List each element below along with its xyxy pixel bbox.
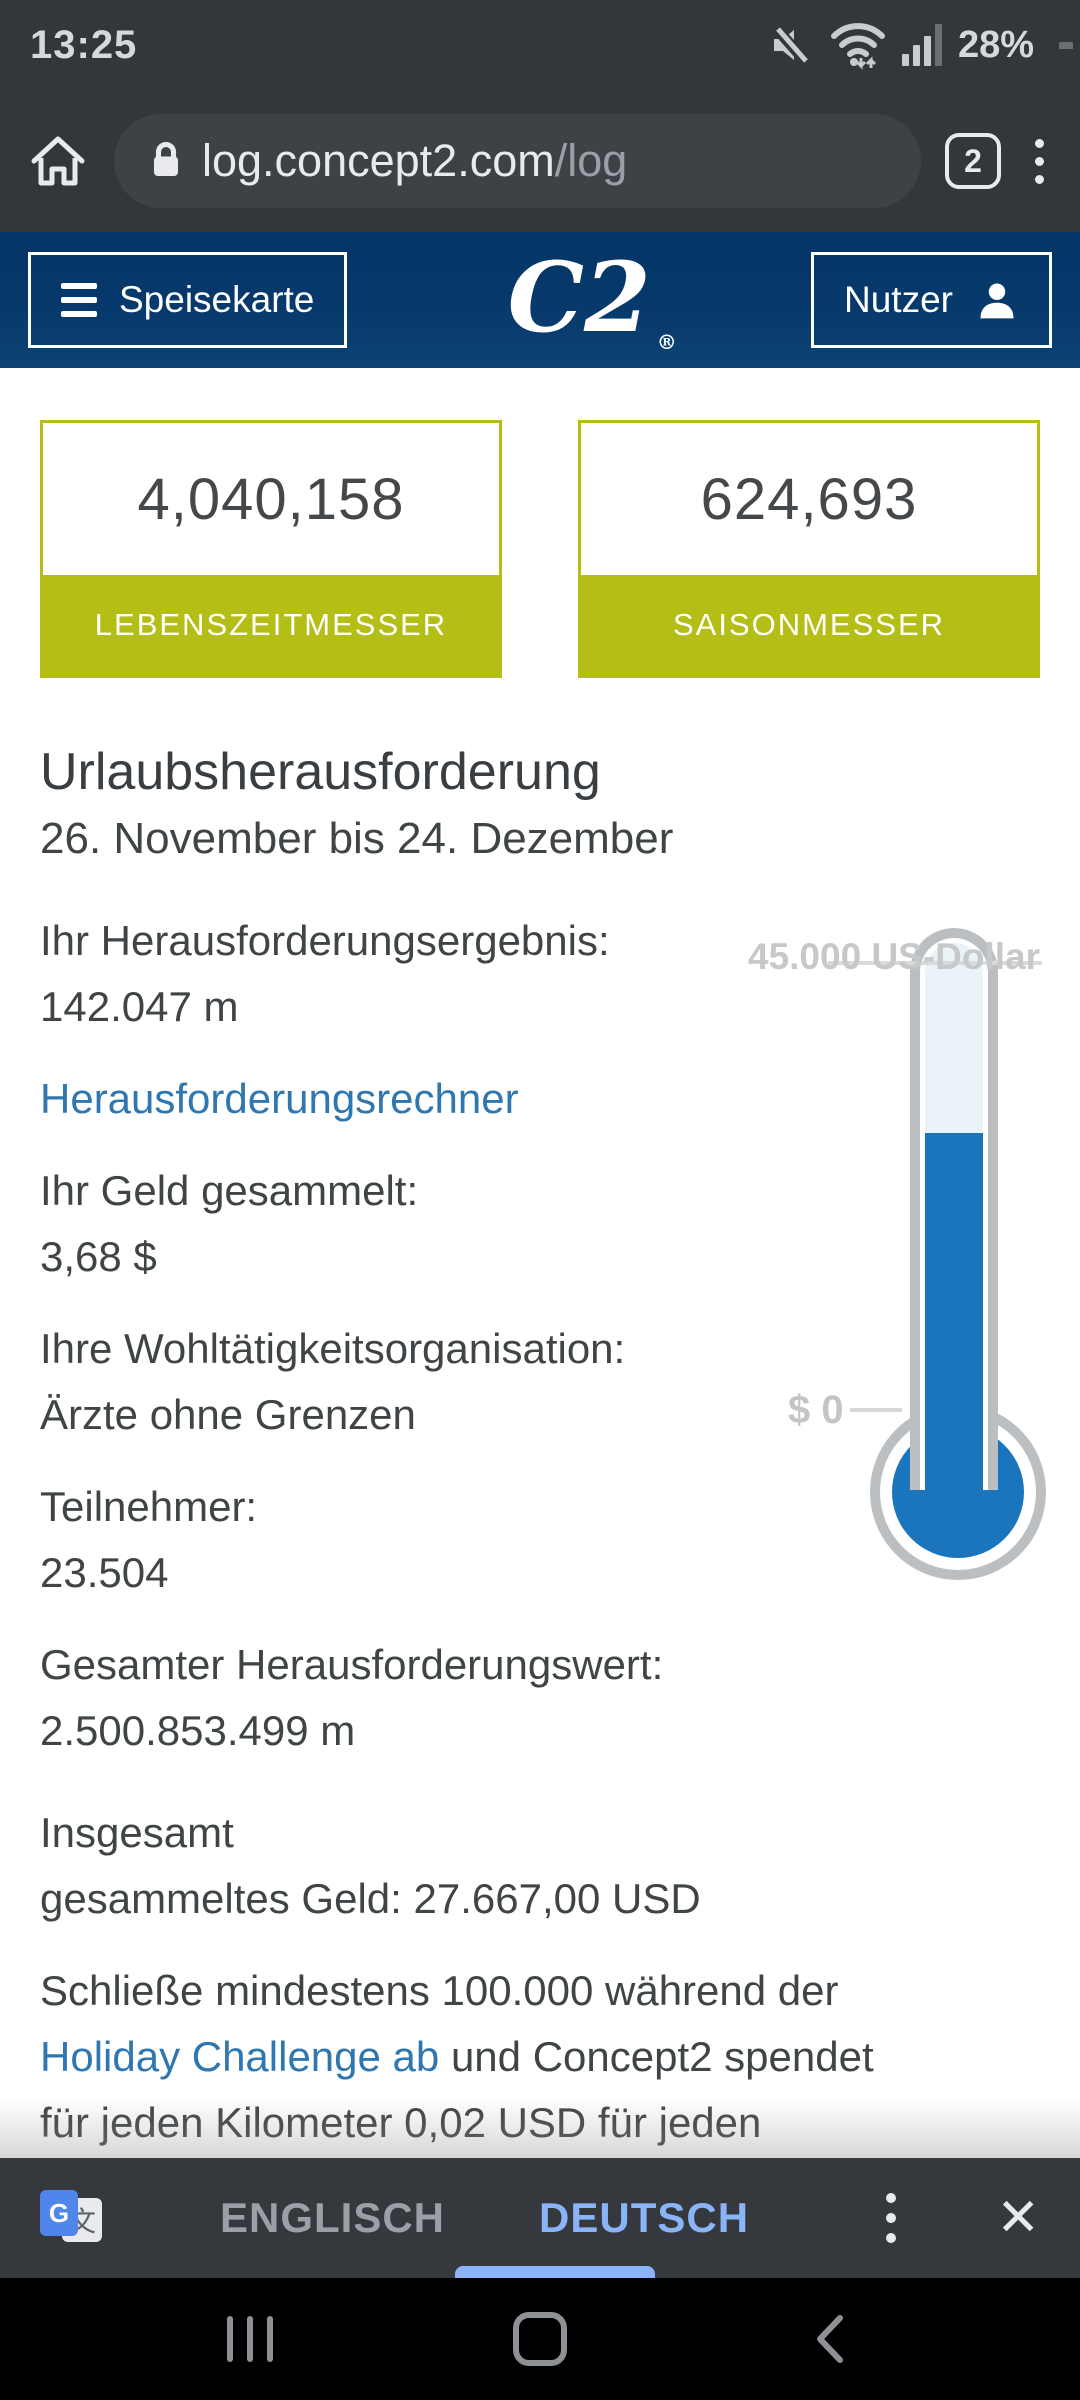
thermometer-max-tick bbox=[828, 961, 1042, 965]
result-label: Ihr Herausforderungsergebnis: bbox=[40, 917, 610, 964]
translate-tab-german[interactable]: DEUTSCH bbox=[539, 2194, 750, 2241]
result-block: Ihr Herausforderungsergebnis: 142.047 m bbox=[40, 908, 740, 1040]
translate-menu-icon[interactable] bbox=[882, 2189, 900, 2247]
user-button[interactable]: Nutzer bbox=[811, 252, 1052, 348]
wifi-icon bbox=[830, 23, 885, 70]
signal-icon bbox=[901, 24, 942, 66]
challenge-dates: 26. November bis 24. Dezember bbox=[40, 814, 674, 863]
total-money-block: Insgesamt gesammeltes Geld: 27.667,00 US… bbox=[40, 1809, 701, 1922]
menu-button[interactable]: Speisekarte bbox=[28, 252, 348, 348]
money-block: Ihr Geld gesammelt: 3,68 $ bbox=[40, 1158, 740, 1290]
home-nav-icon bbox=[513, 2312, 567, 2366]
thermometer-min-tick bbox=[850, 1408, 902, 1412]
participants-value: 23.504 bbox=[40, 1549, 169, 1596]
thermometer-fill bbox=[925, 1133, 983, 1490]
lifetime-meter-value: 4,040,158 bbox=[137, 466, 405, 532]
charity-block: Ihre Wohltätigkeitsorganisation: Ärzte o… bbox=[40, 1316, 740, 1448]
url-text: log.concept2.com/log bbox=[202, 135, 628, 186]
money-value: 3,68 $ bbox=[40, 1233, 157, 1280]
calculator-block: Herausforderungsrechner bbox=[40, 1066, 740, 1132]
translate-bar: 文 G ENGLISCH DEUTSCH ✕ bbox=[0, 2158, 1080, 2278]
home-icon[interactable] bbox=[26, 129, 90, 193]
c2-logo[interactable]: C2 ® bbox=[507, 241, 677, 354]
participants-block: Teilnehmer: 23.504 bbox=[40, 1474, 740, 1606]
lifetime-meter-label: LEBENSZEITMESSER bbox=[43, 575, 499, 675]
total-meters-block: Gesamter Herausforderungswert: 2.500.853… bbox=[40, 1632, 1040, 1764]
page-content: 4,040,158 LEBENSZEITMESSER 624,693 SAISO… bbox=[0, 368, 1080, 2158]
user-icon bbox=[980, 283, 1014, 319]
recents-button[interactable] bbox=[105, 2316, 395, 2362]
total-meters-label: Gesamter Herausforderungswert: bbox=[40, 1641, 664, 1688]
tab-switcher-button[interactable]: 2 bbox=[945, 133, 1001, 189]
thermometer-min-label: $ 0 bbox=[788, 1388, 844, 1432]
site-header: Speisekarte C2 ® Nutzer bbox=[0, 232, 1080, 368]
meter-cards: 4,040,158 LEBENSZEITMESSER 624,693 SAISO… bbox=[40, 420, 1040, 678]
fundraising-thermometer: 45.000 US-Dollar $ 0 bbox=[732, 920, 1054, 1592]
lifetime-meter-card[interactable]: 4,040,158 LEBENSZEITMESSER bbox=[40, 420, 502, 678]
back-icon bbox=[817, 2315, 843, 2363]
hamburger-icon bbox=[61, 283, 97, 317]
recents-icon bbox=[227, 2316, 273, 2362]
money-label: Ihr Geld gesammelt: bbox=[40, 1167, 419, 1214]
home-button[interactable] bbox=[395, 2312, 685, 2366]
browser-toolbar: log.concept2.com/log 2 bbox=[0, 90, 1080, 232]
challenge-calculator-link[interactable]: Herausforderungsrechner bbox=[40, 1075, 519, 1122]
total-meters-value: 2.500.853.499 m bbox=[40, 1707, 356, 1754]
status-bar: 13:25 28% bbox=[0, 0, 1080, 90]
browser-menu-icon[interactable] bbox=[1025, 133, 1054, 190]
clock: 13:25 bbox=[30, 22, 138, 67]
season-meter-card[interactable]: 624,693 SAISONMESSER bbox=[578, 420, 1040, 678]
promo-block: Schließe mindestens 100.000 während der … bbox=[40, 1967, 874, 2146]
url-bar[interactable]: log.concept2.com/log bbox=[114, 114, 921, 208]
season-meter-label: SAISONMESSER bbox=[581, 575, 1037, 675]
thermometer-empty bbox=[925, 943, 983, 1133]
thermometer-max-label: 45.000 US-Dollar bbox=[748, 936, 1041, 977]
result-value: 142.047 m bbox=[40, 983, 239, 1030]
mute-icon bbox=[771, 24, 811, 66]
translate-tab-english[interactable]: ENGLISCH bbox=[220, 2194, 446, 2241]
charity-label: Ihre Wohltätigkeitsorganisation: bbox=[40, 1325, 626, 1372]
google-translate-icon: 文 G bbox=[40, 2190, 102, 2246]
back-button[interactable] bbox=[685, 2312, 975, 2366]
charity-value: Ärzte ohne Grenzen bbox=[40, 1391, 416, 1438]
battery-percent: 28% bbox=[957, 23, 1034, 66]
page-title: Urlaubsherausforderung bbox=[40, 743, 601, 801]
thermometer-tube bbox=[910, 928, 998, 1490]
status-icons: 28% bbox=[766, 20, 1073, 70]
android-nav-bar bbox=[0, 2278, 1080, 2400]
season-meter-value: 624,693 bbox=[700, 466, 918, 532]
translate-close-icon[interactable]: ✕ bbox=[996, 2189, 1040, 2247]
active-language-indicator bbox=[455, 2266, 655, 2278]
participants-label: Teilnehmer: bbox=[40, 1483, 258, 1530]
lock-icon bbox=[154, 142, 178, 176]
holiday-challenge-link[interactable]: Holiday Challenge ab bbox=[40, 2033, 440, 2080]
